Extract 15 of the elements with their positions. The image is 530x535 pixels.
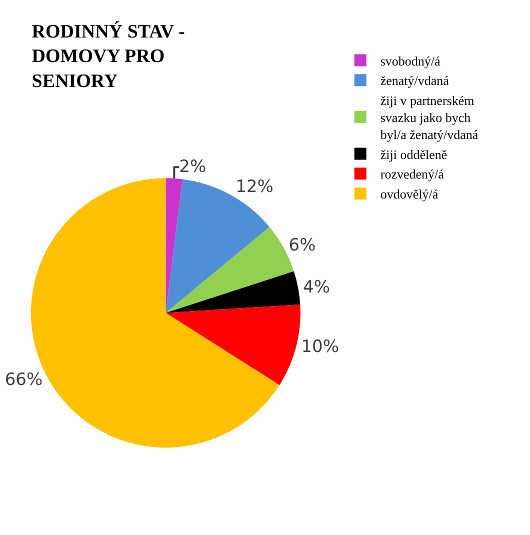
chart-title: RODINNÝ STAV - DOMOVY PRO SENIORY	[32, 20, 185, 92]
legend-label: ovdovělý/á	[380, 186, 438, 202]
legend-label: žiji odděleně	[380, 146, 448, 162]
data-label: 12%	[236, 177, 274, 198]
data-label: 66%	[4, 370, 43, 390]
legend-label: svobodný/á	[380, 53, 441, 68]
legend-label: rozvedený/á	[380, 166, 444, 182]
pie-slice	[166, 271, 300, 313]
data-label: 6%	[288, 236, 316, 256]
pie-slice	[166, 304, 300, 386]
data-label: 2%	[179, 157, 206, 178]
data-label: 10%	[301, 337, 340, 358]
legend-label: ženatý/vdaná	[380, 73, 450, 88]
data-label: 4%	[303, 277, 330, 298]
pie-slice	[166, 178, 183, 313]
